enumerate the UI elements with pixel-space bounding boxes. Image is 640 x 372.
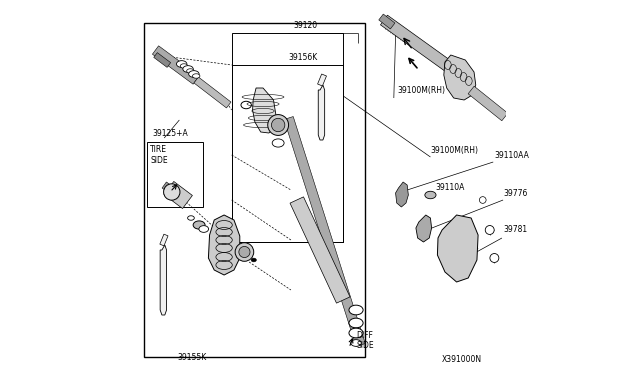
Ellipse shape [349, 305, 363, 315]
Polygon shape [416, 215, 431, 242]
Ellipse shape [187, 69, 194, 73]
Polygon shape [154, 52, 171, 67]
Circle shape [490, 254, 499, 263]
Ellipse shape [188, 216, 195, 220]
Ellipse shape [349, 318, 363, 328]
Ellipse shape [183, 65, 193, 72]
Ellipse shape [425, 191, 436, 199]
Polygon shape [318, 85, 324, 140]
Polygon shape [379, 14, 395, 29]
Polygon shape [152, 46, 199, 84]
Text: SIDE: SIDE [150, 155, 168, 164]
Ellipse shape [241, 101, 252, 109]
Ellipse shape [193, 221, 205, 229]
Polygon shape [444, 55, 476, 100]
Ellipse shape [189, 71, 199, 77]
Circle shape [479, 197, 486, 203]
Circle shape [164, 184, 180, 200]
Text: X391000N: X391000N [442, 356, 482, 365]
Ellipse shape [199, 226, 209, 232]
Circle shape [239, 246, 250, 257]
Text: DIFF: DIFF [356, 330, 374, 340]
Ellipse shape [351, 340, 361, 346]
Circle shape [235, 243, 253, 261]
Text: SIDE: SIDE [356, 340, 374, 350]
Text: 39120: 39120 [293, 22, 317, 31]
Polygon shape [317, 74, 326, 86]
Polygon shape [209, 215, 240, 275]
Text: 39100M(RH): 39100M(RH) [397, 86, 445, 94]
Polygon shape [194, 77, 231, 108]
Text: 39776: 39776 [504, 189, 528, 198]
Polygon shape [160, 245, 166, 315]
Ellipse shape [180, 64, 188, 68]
Circle shape [271, 118, 285, 132]
Text: TIRE: TIRE [150, 145, 167, 154]
Text: 39125+A: 39125+A [152, 128, 188, 138]
Polygon shape [468, 86, 508, 121]
Ellipse shape [251, 258, 257, 262]
Polygon shape [160, 234, 168, 246]
Polygon shape [164, 182, 193, 209]
Polygon shape [380, 15, 454, 73]
Ellipse shape [193, 74, 200, 78]
Text: 39110A: 39110A [435, 183, 465, 192]
Text: 39110AA: 39110AA [494, 151, 529, 160]
Text: 39781: 39781 [503, 225, 527, 234]
Polygon shape [162, 182, 173, 193]
Ellipse shape [177, 61, 187, 67]
Text: 39156K: 39156K [288, 52, 317, 61]
Circle shape [268, 115, 289, 135]
Polygon shape [284, 116, 365, 346]
Ellipse shape [349, 328, 363, 338]
Polygon shape [437, 215, 478, 282]
Text: 39155K: 39155K [177, 353, 207, 362]
Circle shape [485, 225, 494, 234]
Polygon shape [396, 182, 408, 207]
Ellipse shape [272, 139, 284, 147]
Text: 39100M(RH): 39100M(RH) [431, 145, 479, 154]
Polygon shape [253, 88, 276, 133]
Polygon shape [290, 197, 350, 303]
